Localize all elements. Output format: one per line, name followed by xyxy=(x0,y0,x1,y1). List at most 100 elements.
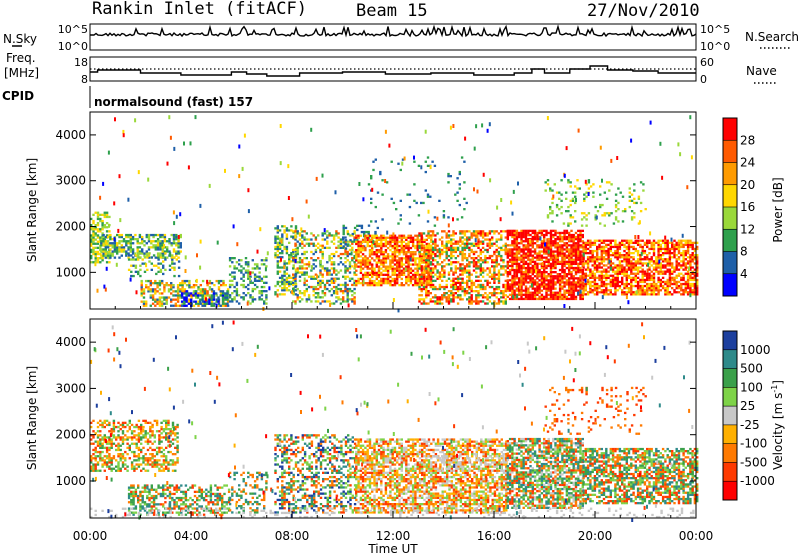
power-cell-2247 xyxy=(422,273,426,276)
power-cell-505 xyxy=(151,296,155,299)
power-cell-1790 xyxy=(380,240,383,243)
power-cell-301 xyxy=(154,240,157,243)
power-cell-2417 xyxy=(445,300,448,303)
power-cell-2600 xyxy=(463,232,467,235)
power-cell-2676 xyxy=(472,259,476,262)
power-cell-669 xyxy=(204,288,207,291)
power-cell-3208 xyxy=(527,271,530,274)
power-cell-1485 xyxy=(346,267,349,270)
power-cell-4557 xyxy=(664,280,667,284)
freq-panel: Freq. [MHz] 18 8 60 0 Nave xyxy=(4,51,777,86)
power-cell-2241 xyxy=(422,287,426,291)
power-cell-3416 xyxy=(545,287,548,290)
power-cell-573 xyxy=(174,304,177,307)
power-cell-4349 xyxy=(639,293,642,296)
power-cell-3589 xyxy=(558,246,562,249)
power-cell-88 xyxy=(101,232,104,235)
power-cell-1758 xyxy=(377,275,381,279)
power-cell-1315 xyxy=(321,281,324,284)
power-cell-1006 xyxy=(278,239,282,242)
power-cell-1309 xyxy=(319,248,322,252)
power-cell-2251 xyxy=(422,257,426,260)
power-cell-1134 xyxy=(292,257,295,260)
power-cell-3939 xyxy=(589,258,592,261)
power-cell-445 xyxy=(162,254,165,257)
power-cell-1647 xyxy=(361,244,365,248)
power-cell-1024 xyxy=(281,237,284,240)
power-cell-1573 xyxy=(365,230,368,234)
power-cell-2779 xyxy=(484,259,487,262)
power-cell-1617 xyxy=(359,277,363,281)
power-cell-3019 xyxy=(511,244,514,247)
power-cell-4666 xyxy=(677,284,681,288)
power-cell-2395 xyxy=(441,250,444,254)
power-cell-4925 xyxy=(596,210,600,213)
power-cell-4020 xyxy=(598,239,601,242)
power-cell-2209 xyxy=(418,261,421,264)
power-cell-1246 xyxy=(307,238,311,241)
power-cell-807 xyxy=(226,302,229,305)
power-cell-1872 xyxy=(391,259,394,262)
power-cell-1223 xyxy=(305,290,308,293)
power-cell-2623 xyxy=(468,302,471,305)
power-cell-4880 xyxy=(569,214,572,217)
power-cell-3582 xyxy=(558,268,562,272)
power-cell-2165 xyxy=(427,275,431,279)
power-cell-4002 xyxy=(596,247,599,251)
power-cell-109 xyxy=(105,242,109,245)
power-cell-1937 xyxy=(398,251,401,254)
power-cell-4070 xyxy=(605,276,608,279)
power-cell-1627 xyxy=(359,249,363,252)
power-cell-3961 xyxy=(591,249,594,253)
power-cell-101 xyxy=(103,224,106,227)
power-cell-1760 xyxy=(377,271,381,274)
power-cell-931 xyxy=(260,298,264,301)
power-cell-132 xyxy=(100,244,103,247)
power-cell-1935 xyxy=(398,257,401,260)
power-cell-622 xyxy=(188,282,191,285)
power-cell-4633 xyxy=(673,278,676,282)
power-cell-1238 xyxy=(307,294,311,297)
power-cell-3599 xyxy=(561,287,564,290)
power-cell-2641 xyxy=(468,248,471,252)
power-cell-2281 xyxy=(427,259,430,262)
power-cell-2835 xyxy=(491,238,494,241)
power-cell-2826 xyxy=(491,277,494,280)
power-cell-4038 xyxy=(600,249,603,253)
power-cell-238 xyxy=(131,250,135,253)
power-cell-1766 xyxy=(377,257,381,260)
power-cell-4945 xyxy=(610,183,613,186)
power-cell-4082 xyxy=(605,239,608,242)
power-cell-2495 xyxy=(452,246,455,249)
power-cell-2363 xyxy=(436,232,439,235)
power-cell-3324 xyxy=(536,254,539,257)
power-cell-1319 xyxy=(321,267,324,270)
power-cell-2002 xyxy=(407,269,410,272)
power-cell-2526 xyxy=(456,281,460,284)
power-cell-2229 xyxy=(420,265,423,268)
power-cell-2225 xyxy=(420,277,423,280)
power-cell-2028 xyxy=(409,255,413,258)
power-cell-1180 xyxy=(298,267,302,270)
power-cell-918 xyxy=(256,275,259,278)
power-cell-1830 xyxy=(386,282,390,285)
power-cell-3207 xyxy=(527,273,530,276)
power-cell-4161 xyxy=(616,278,619,282)
power-cell-2564 xyxy=(461,277,464,280)
power-cell-3030 xyxy=(513,289,516,292)
power-cell-930 xyxy=(258,267,261,270)
power-cell-945 xyxy=(263,275,266,278)
power-cell-1529 xyxy=(353,283,356,287)
power-cell-1431 xyxy=(339,287,343,291)
power-cell-1253 xyxy=(310,250,313,254)
power-cell-1698 xyxy=(368,238,372,241)
power-cell-1176 xyxy=(298,290,302,293)
power-cell-3284 xyxy=(533,289,537,292)
power-cell-719 xyxy=(222,282,225,285)
power-cell-514 xyxy=(154,290,157,293)
power-cell-4917 xyxy=(589,185,593,188)
power-cell-3698 xyxy=(568,240,571,243)
power-cell-742 xyxy=(185,300,188,303)
power-cell-3074 xyxy=(515,254,519,257)
power-cell-2159 xyxy=(425,242,428,246)
